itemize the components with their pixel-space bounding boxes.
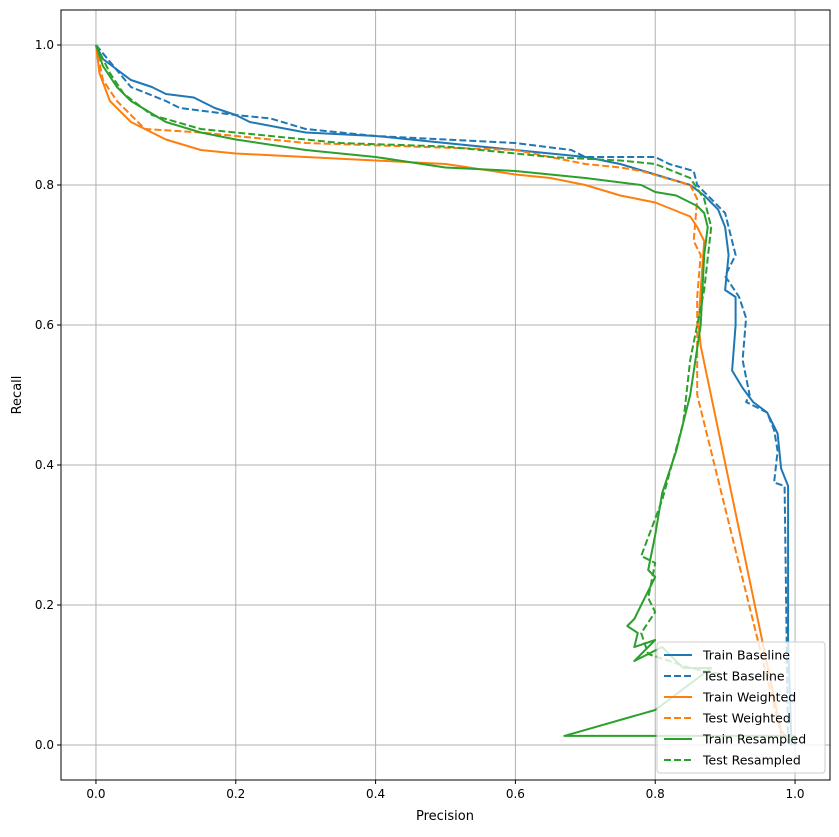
legend-label: Test Resampled — [702, 753, 801, 768]
y-tick-label: 0.0 — [35, 738, 54, 752]
y-tick-label: 0.6 — [35, 318, 54, 332]
y-tick-label: 0.4 — [35, 458, 54, 472]
series-lines — [95, 44, 796, 746]
grid — [61, 10, 830, 780]
legend-label: Train Resampled — [702, 732, 806, 747]
x-tick-label: 0.4 — [366, 787, 385, 801]
y-tick-label: 0.8 — [35, 178, 54, 192]
x-tick-label: 0.8 — [646, 787, 665, 801]
y-tick-label: 0.2 — [35, 598, 54, 612]
series-line-train-resampled — [95, 44, 796, 745]
ticks: 0.0 0.2 0.4 0.6 0.8 1.0 0.0 0.2 0.4 0.6 0.8 1.0 — [35, 38, 805, 801]
y-axis-label: Recall — [10, 376, 25, 415]
series-line-test-resampled — [95, 44, 726, 676]
x-tick-label: 1.0 — [785, 787, 804, 801]
plot-frame — [60, 9, 831, 781]
x-tick-label: 0.2 — [226, 787, 245, 801]
x-tick-label: 0.0 — [86, 787, 105, 801]
legend: Train Baseline Test Baseline Train Weighte… — [656, 641, 826, 774]
legend-label: Train Baseline — [702, 648, 790, 663]
legend-label: Train Weighted — [702, 690, 796, 705]
series-line-test-weighted — [95, 44, 783, 735]
legend-label: Test Weighted — [702, 711, 791, 726]
legend-label: Test Baseline — [702, 669, 785, 684]
series-line-test-baseline — [95, 44, 790, 746]
x-axis-label: Precision — [416, 809, 474, 824]
y-tick-label: 1.0 — [35, 38, 54, 52]
x-tick-label: 0.6 — [506, 787, 525, 801]
legend-box — [656, 641, 826, 774]
series-line-train-weighted — [95, 44, 789, 739]
